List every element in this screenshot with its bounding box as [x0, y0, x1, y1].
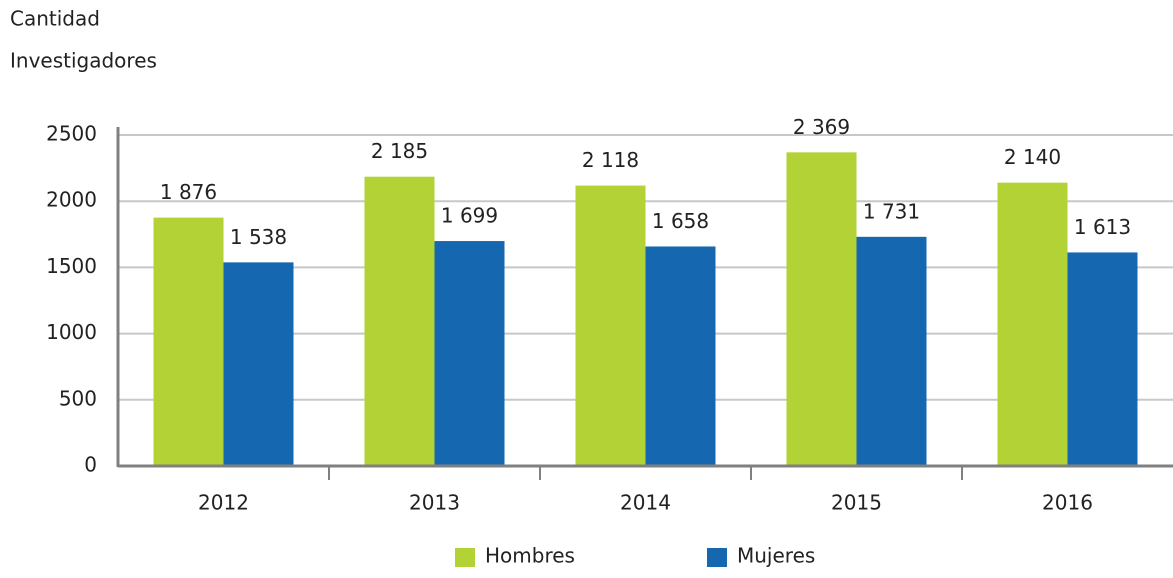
data-label: 1 876	[160, 180, 217, 204]
data-label: 1 699	[441, 204, 498, 228]
y-tick-label: 500	[59, 386, 97, 410]
bar	[434, 241, 505, 466]
y-tick-label: 2000	[46, 188, 97, 212]
data-label: 1 731	[863, 199, 920, 223]
bar	[223, 262, 294, 466]
bar	[786, 152, 857, 466]
bar	[153, 217, 224, 466]
bar	[364, 176, 435, 466]
y-tick-label: 2500	[46, 122, 97, 146]
bar	[856, 236, 927, 466]
x-tick-label: 2012	[198, 491, 249, 515]
x-tick-label: 2014	[620, 491, 671, 515]
y-tick-label: 1500	[46, 254, 97, 278]
data-label: 1 658	[652, 209, 709, 233]
legend-swatch	[707, 548, 727, 567]
data-label: 2 369	[793, 115, 850, 139]
x-tick-label: 2013	[409, 491, 460, 515]
x-tick-label: 2015	[831, 491, 882, 515]
legend-swatch	[455, 548, 475, 567]
data-label: 2 118	[582, 148, 639, 172]
bar	[645, 246, 716, 466]
y-axis-label: Cantidad	[10, 7, 100, 31]
y-tick-label: 0	[84, 453, 97, 477]
legend-label: Mujeres	[737, 544, 815, 568]
data-label: 2 140	[1004, 145, 1061, 169]
bar	[997, 182, 1068, 466]
data-label: 2 185	[371, 139, 428, 163]
bar	[575, 185, 646, 467]
y-tick-label: 1000	[46, 320, 97, 344]
y-axis-label: Investigadores	[10, 49, 157, 73]
x-tick-label: 2016	[1042, 491, 1093, 515]
legend-label: Hombres	[485, 544, 575, 568]
data-label: 1 613	[1074, 215, 1131, 239]
bar	[1067, 252, 1138, 466]
data-label: 1 538	[230, 225, 287, 249]
